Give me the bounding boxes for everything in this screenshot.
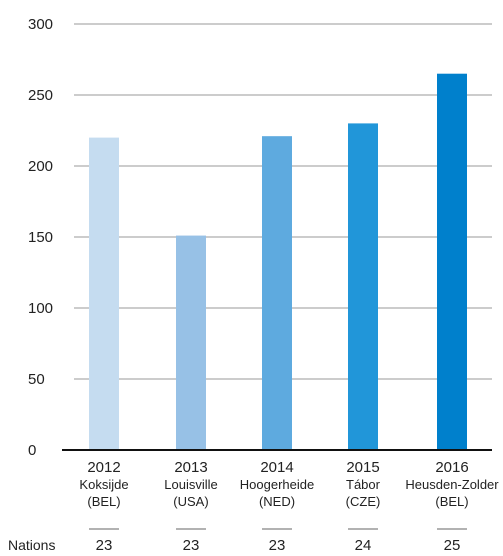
gridlines: 0 50 100 150 200 250 300 [28,16,492,459]
x-tick-label: 2015 [346,459,379,476]
y-tick-label: 300 [28,16,53,33]
country-label: (USA) [173,494,208,509]
country-label: (BEL) [435,494,468,509]
nations-count: 23 [269,537,286,554]
nations-count: 23 [96,537,113,554]
y-tick-label: 50 [28,371,45,388]
y-tick-label: 0 [28,442,36,459]
nations-count: 25 [444,537,461,554]
x-tick-label: 2016 [435,459,468,476]
venue-label: Louisville [164,477,217,492]
country-label: (NED) [259,494,295,509]
nations-count: 24 [355,537,372,554]
y-tick-label: 100 [28,300,53,317]
bar-2016 [437,73,467,450]
bar-2013 [176,235,206,450]
y-tick-label: 200 [28,158,53,175]
bar-2015 [348,123,378,451]
x-tick-label: 2012 [87,459,120,476]
nations-count: 23 [183,537,200,554]
y-tick-label: 150 [28,229,53,246]
country-label: (BEL) [87,494,120,509]
bar-2014 [262,136,292,450]
venue-label: Heusden-Zolder [405,477,499,492]
bars [89,73,467,451]
bar-2012 [89,137,119,450]
x-tick-label: 2014 [260,459,293,476]
y-tick-label: 250 [28,87,53,104]
venue-label: Koksijde [79,477,128,492]
country-label: (CZE) [346,494,381,509]
venue-label: Hoogerheide [240,477,314,492]
venue-label: Tábor [346,477,381,492]
nations-row-label: Nations [8,537,55,553]
x-tick-label: 2013 [174,459,207,476]
